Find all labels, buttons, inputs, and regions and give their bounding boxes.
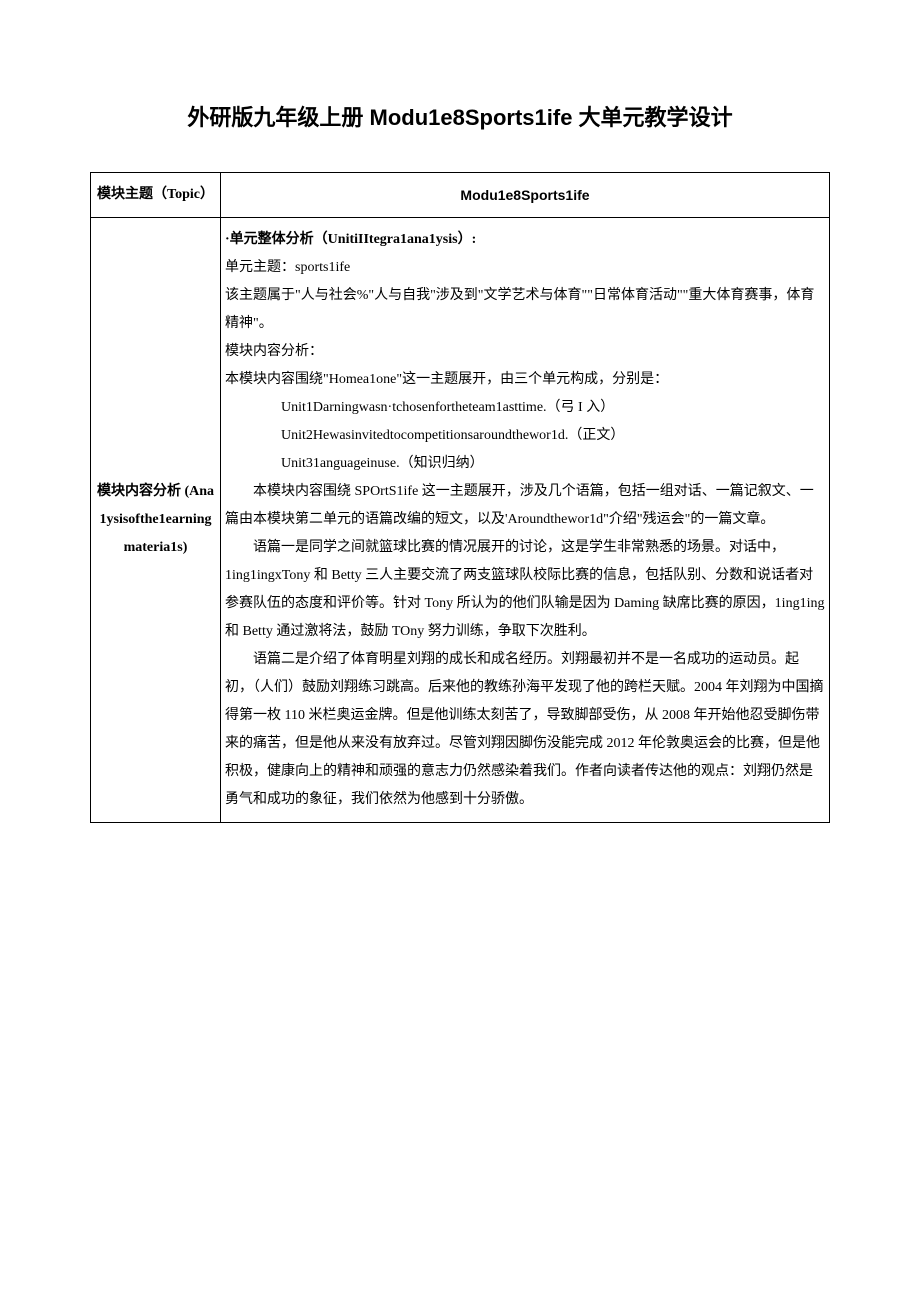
document-title: 外研版九年级上册 Modu1e8Sports1ife 大单元教学设计	[90, 100, 830, 132]
content-paragraph: 语篇一是同学之间就篮球比赛的情况展开的讨论，这是学生非常熟悉的场景。对话中，1i…	[225, 534, 825, 646]
table-row: 模块内容分析 (Ana1ysisofthe1earningmateria1s) …	[91, 218, 830, 823]
unit-line: Unit1Darningwasn·tchosenfortheteam1astti…	[225, 394, 825, 422]
content-paragraph: 本模块内容围绕"Homea1one"这一主题展开，由三个单元构成，分别是：	[225, 366, 825, 394]
analysis-label-cell: 模块内容分析 (Ana1ysisofthe1earningmateria1s)	[91, 218, 221, 823]
content-paragraph: 单元主题：sports1ife	[225, 254, 825, 282]
section-heading: ·单元整体分析（UnitiIItegra1ana1ysis）:	[225, 226, 825, 254]
document-page: 外研版九年级上册 Modu1e8Sports1ife 大单元教学设计 模块主题（…	[0, 0, 920, 883]
content-paragraph: 本模块内容围绕 SPOrtS1ife 这一主题展开，涉及几个语篇，包括一组对话、…	[225, 478, 825, 534]
table-row: 模块主题（Topic） Modu1e8Sports1ife	[91, 173, 830, 218]
content-paragraph: 语篇二是介绍了体育明星刘翔的成长和成名经历。刘翔最初并不是一名成功的运动员。起初…	[225, 646, 825, 814]
unit-line: Unit2Hewasinvitedtocompetitionsaroundthe…	[225, 422, 825, 450]
content-paragraph: 该主题属于"人与社会%"人与自我"涉及到"文学艺术与体育""日常体育活动""重大…	[225, 282, 825, 338]
topic-label-cell: 模块主题（Topic）	[91, 173, 221, 218]
unit-line: Unit31anguageinuse.（知识归纳）	[225, 450, 825, 478]
analysis-content-cell: ·单元整体分析（UnitiIItegra1ana1ysis）: 单元主题：spo…	[221, 218, 830, 823]
lesson-plan-table: 模块主题（Topic） Modu1e8Sports1ife 模块内容分析 (An…	[90, 172, 830, 823]
topic-value-cell: Modu1e8Sports1ife	[221, 173, 830, 218]
content-paragraph: 模块内容分析：	[225, 338, 825, 366]
